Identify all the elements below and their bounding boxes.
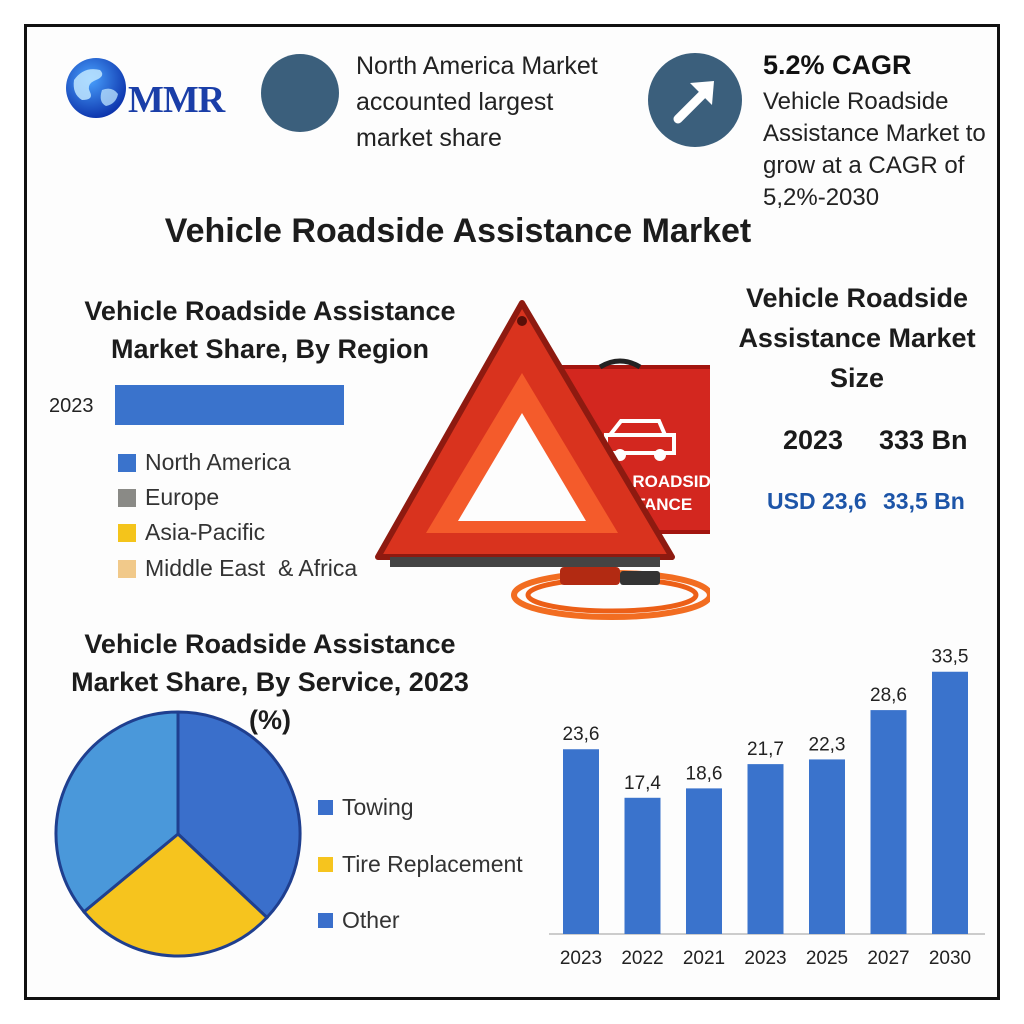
legend-swatch [118, 523, 136, 542]
market-size-value: 333 Bn [879, 425, 968, 455]
region-bar-year: 2023 [49, 395, 94, 417]
x-tick-label: 2023 [560, 948, 602, 969]
bar-1 [624, 797, 661, 934]
legend-item-middle-east-africa: Middle East & Africa [118, 555, 357, 582]
cagr-description: Vehicle Roadside Assistance Market to gr… [763, 88, 986, 211]
legend-label: Middle East & Africa [145, 555, 358, 581]
market-size-usd: USD 23,6 [767, 488, 867, 514]
north-america-circle [261, 54, 339, 132]
north-america-note: North America Market accounted largest m… [356, 52, 598, 152]
legend-swatch [118, 453, 136, 472]
legend-swatch [118, 488, 136, 507]
region-section-title: Vehicle Roadside Assistance Market Share… [84, 296, 456, 364]
pie-slice-tire-replacement [81, 832, 270, 958]
legend-swatch [318, 800, 333, 815]
bar-0 [563, 749, 599, 934]
bar-5 [870, 710, 907, 934]
region-bar [115, 385, 344, 425]
bar-value-label: 23,6 [563, 724, 600, 745]
cagr-circle [648, 53, 742, 147]
legend-item-towing: Towing [318, 794, 414, 821]
bar-6 [932, 671, 968, 934]
legend-label: North America [145, 449, 291, 475]
legend-swatch [118, 559, 136, 578]
legend-label: Towing [342, 794, 414, 820]
x-tick-label: 2027 [867, 948, 909, 969]
bar-value-label: 21,7 [747, 739, 784, 760]
legend-item-europe: Europe [118, 484, 219, 511]
legend-label: Asia-Pacific [145, 519, 266, 545]
market-size-value-2030: 33,5 Bn [883, 488, 965, 514]
service-section-title: Vehicle Roadside Assistance Market Share… [71, 629, 469, 735]
legend-swatch [318, 857, 333, 872]
legend-label: Other [342, 907, 400, 933]
market-size-year: 2023 [783, 425, 844, 455]
market-size-bar-chart: 23,6 2023 17,4 2022 18,6 2021 21,7 2023 22,3 2025… [549, 647, 985, 969]
x-tick-label: 2025 [806, 948, 848, 969]
bar-2 [686, 788, 722, 934]
x-tick-label: 2022 [621, 948, 663, 969]
bar-value-label: 22,3 [809, 734, 846, 755]
x-tick-label: 2030 [929, 948, 971, 969]
market-size-title: Vehicle Roadside Assistance Market Size [738, 283, 976, 393]
roadside-kit-illustration: VEHICLE ROADSIDE ASSISTANCE [375, 300, 710, 620]
bar-4 [809, 759, 845, 934]
legend-item-tire-replacement: Tire Replacement [318, 851, 523, 878]
bar-value-label: 18,6 [686, 763, 723, 784]
bar-3 [747, 764, 784, 934]
pie-slice-other [54, 710, 180, 914]
legend-label: Europe [145, 484, 220, 510]
globe-icon [66, 58, 126, 118]
legend-item-other: Other [318, 907, 400, 934]
legend-label: Tire Replacement [342, 851, 523, 877]
legend-item-asia-pacific: Asia-Pacific [118, 519, 265, 546]
pie-slice-towing [176, 710, 302, 920]
legend-swatch [318, 913, 333, 928]
legend-item-north-america: North America [118, 449, 291, 476]
logo-text: MMR [128, 79, 225, 121]
bar-value-label: 17,4 [624, 773, 661, 794]
service-pie-chart [54, 710, 302, 958]
mmr-logo: MMR [62, 50, 232, 126]
page-title: Vehicle Roadside Assistance Market [164, 212, 752, 250]
bar-value-label: 28,6 [870, 685, 907, 706]
x-tick-label: 2023 [744, 948, 786, 969]
cagr-title: 5.2% CAGR [763, 50, 912, 80]
x-tick-label: 2021 [683, 948, 725, 969]
bar-value-label: 33,5 [932, 647, 969, 668]
arrow-up-right-icon [673, 81, 714, 124]
